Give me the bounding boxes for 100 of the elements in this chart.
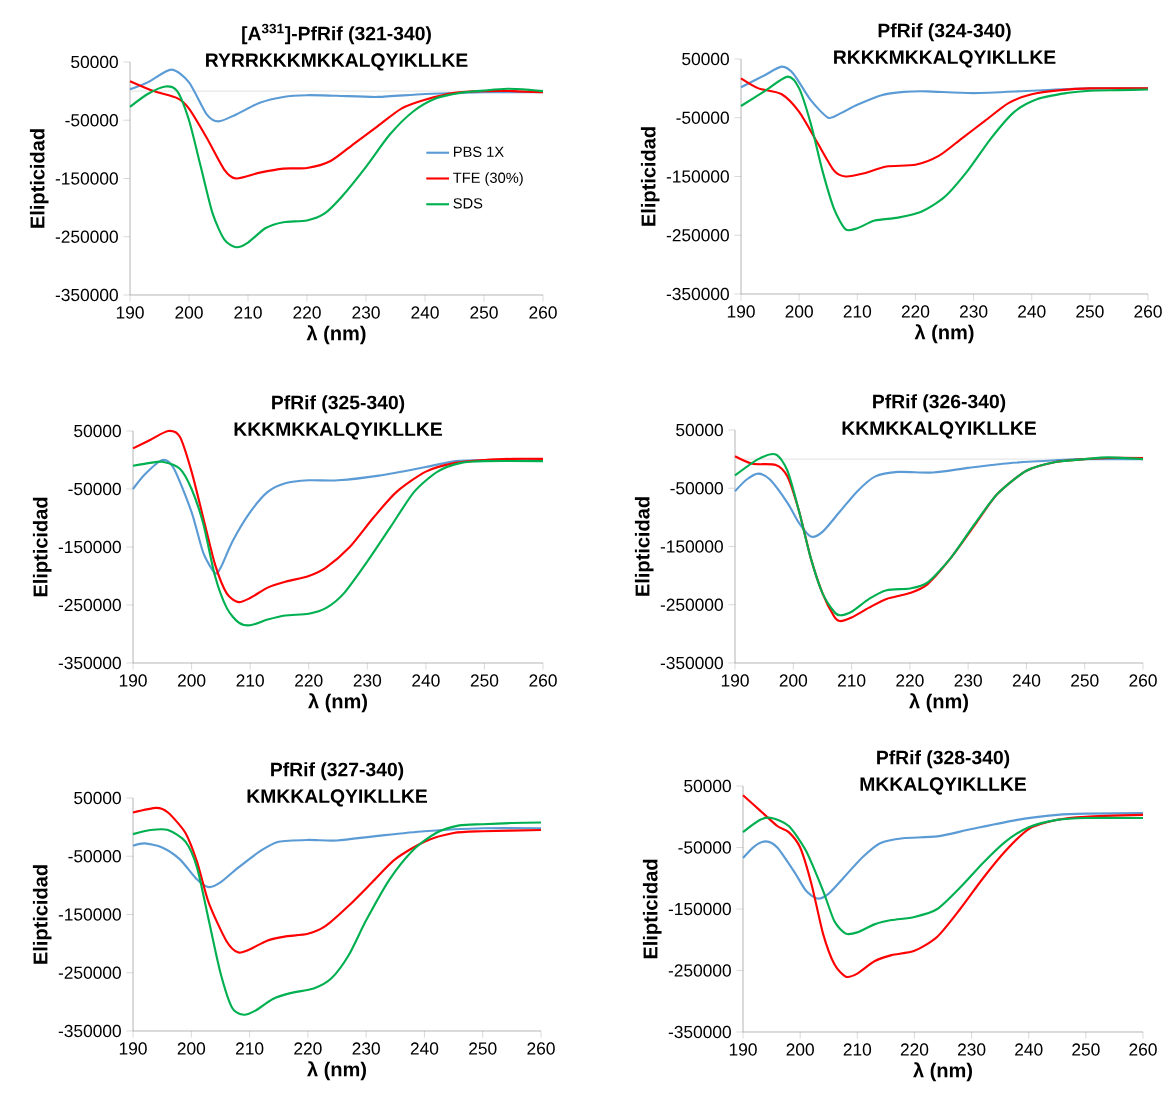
x-tick-label: 260	[529, 306, 557, 319]
y-tick-label: -150000	[668, 902, 731, 916]
x-tick-label: 230	[958, 1043, 986, 1056]
legend-label: TFE (30%)	[453, 172, 523, 186]
y-tick-label: 50000	[682, 52, 729, 66]
chart-subtitle: RYRRKKKMKKALQYIKLLKE	[206, 53, 468, 71]
y-tick-label: -50000	[68, 850, 121, 863]
y-tick-label: -50000	[676, 111, 729, 124]
line-series	[739, 77, 1150, 178]
x-tick-label: 260	[529, 674, 557, 687]
line-series	[131, 459, 545, 627]
x-tick-label: 230	[954, 674, 982, 687]
y-axis-title: Elipticidad	[642, 859, 662, 959]
x-tick-label: 250	[470, 306, 498, 319]
chart-title: PfRif (326-340)	[873, 394, 1006, 413]
x-tick-label: 230	[352, 306, 380, 319]
x-tick-label: 210	[843, 305, 872, 318]
x-tick-label: 210	[838, 674, 866, 687]
y-tick-label: -350000	[58, 1024, 121, 1038]
x-axis-title: λ (nm)	[909, 693, 968, 713]
line-series	[741, 816, 1145, 936]
x-tick-label: 200	[177, 1042, 206, 1055]
y-tick-label: -250000	[58, 598, 121, 612]
x-tick-label: 240	[1018, 305, 1046, 318]
y-tick-label: -150000	[660, 540, 723, 553]
y-axis-title: Elipticidad	[29, 129, 49, 228]
x-axis-title: λ (nm)	[913, 1062, 972, 1082]
y-axis-title: Elipticidad	[32, 497, 52, 597]
y-tick-label: 50000	[74, 424, 121, 438]
x-tick-label: 240	[1015, 1043, 1043, 1056]
x-tick-label: 230	[352, 1042, 380, 1055]
x-tick-label: 190	[119, 1042, 147, 1055]
line-series	[131, 827, 543, 889]
line-series	[739, 75, 1150, 232]
x-axis-title: λ (nm)	[308, 693, 367, 713]
x-tick-label: 190	[119, 674, 147, 687]
legend-label: SDS	[453, 198, 483, 209]
x-tick-label: 240	[412, 674, 440, 687]
line-series	[741, 811, 1145, 900]
chart-subtitle: KMKKALQYIKLLKE	[247, 789, 427, 807]
y-tick-label: -150000	[58, 540, 121, 554]
y-tick-label: -250000	[55, 230, 118, 243]
chart-title: PfRif (324-340)	[878, 23, 1011, 42]
x-tick-label: 250	[469, 1042, 497, 1055]
chart-subtitle: KKKMKKALQYIKLLKE	[234, 422, 442, 440]
x-tick-label: 220	[295, 674, 323, 687]
chart-subtitle: KKMKKALQYIKLLKE	[842, 421, 1036, 439]
y-tick-label: -350000	[668, 1025, 731, 1039]
x-tick-label: 200	[786, 1043, 814, 1056]
x-tick-label: 190	[727, 305, 755, 318]
x-tick-label: 190	[729, 1043, 757, 1056]
x-tick-label: 210	[843, 1043, 872, 1056]
x-tick-label: 210	[236, 674, 264, 687]
y-tick-label: -150000	[666, 170, 729, 183]
x-tick-label: 190	[116, 306, 144, 319]
x-tick-label: 210	[234, 306, 262, 319]
y-tick-label: 50000	[676, 423, 723, 437]
y-axis-title: Elipticidad	[634, 497, 654, 596]
line-series	[131, 806, 543, 954]
x-axis-title: λ (nm)	[306, 325, 366, 345]
y-tick-label: -50000	[65, 114, 118, 127]
x-tick-label: 250	[1072, 1043, 1100, 1056]
x-tick-label: 220	[901, 305, 930, 318]
x-tick-label: 230	[960, 305, 988, 318]
x-tick-label: 200	[178, 674, 206, 687]
y-tick-label: -350000	[55, 288, 118, 302]
y-tick-label: 50000	[684, 779, 731, 793]
y-tick-label: -250000	[668, 964, 731, 977]
y-tick-label: -150000	[55, 172, 118, 185]
x-tick-label: 200	[785, 305, 813, 318]
legend-label: PBS 1X	[453, 146, 504, 157]
y-tick-label: -350000	[666, 287, 729, 301]
x-tick-label: 260	[1129, 674, 1157, 687]
x-tick-label: 240	[411, 306, 439, 319]
y-tick-label: -350000	[58, 656, 121, 670]
x-tick-label: 250	[470, 674, 499, 687]
x-tick-label: 260	[527, 1042, 555, 1055]
x-tick-label: 200	[779, 674, 808, 687]
chart-title: PfRif (327-340)	[271, 762, 404, 781]
line-series	[128, 85, 545, 249]
chart-title: PfRif (325-340)	[272, 395, 405, 414]
x-tick-label: 260	[1129, 1043, 1157, 1056]
x-tick-label: 220	[293, 306, 321, 319]
y-tick-label: 50000	[74, 791, 121, 805]
x-tick-label: 260	[1134, 305, 1162, 318]
x-tick-label: 210	[235, 1042, 264, 1055]
y-tick-label: -250000	[666, 229, 729, 242]
y-axis-title: Elipticidad	[32, 865, 52, 964]
chart-subtitle: RKKKMKKALQYIKLLKE	[834, 50, 1056, 68]
y-tick-label: -350000	[660, 656, 723, 670]
x-tick-label: 250	[1076, 305, 1104, 318]
x-axis-title: λ (nm)	[307, 1061, 366, 1081]
chart-title: [A$^{331}$]-PfRif (321-340)	[242, 23, 431, 45]
y-axis-title: Elipticidad	[640, 127, 660, 226]
line-series	[741, 794, 1145, 978]
x-tick-label: 220	[900, 1043, 929, 1056]
x-axis-title: λ (nm)	[914, 324, 974, 344]
y-tick-label: -50000	[678, 841, 731, 854]
chart-subtitle: MKKALQYIKLLKE	[860, 777, 1027, 795]
y-tick-label: -250000	[660, 598, 723, 611]
